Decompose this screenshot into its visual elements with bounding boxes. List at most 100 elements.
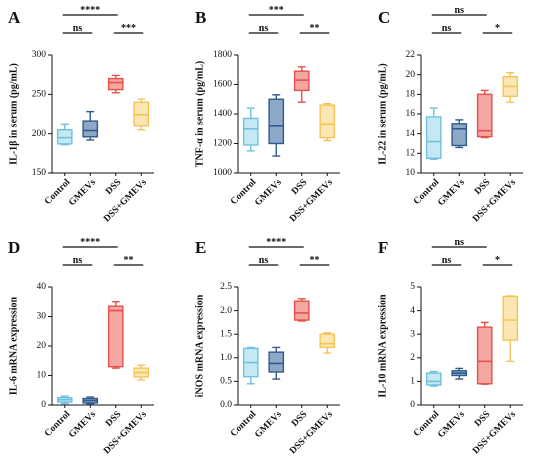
- panel-label: D: [8, 238, 20, 257]
- panel-label: A: [8, 8, 21, 27]
- box-control: [242, 346, 259, 385]
- panel-label: C: [378, 8, 390, 27]
- y-tick-label: 2.5: [220, 282, 232, 292]
- y-tick-label: 1.5: [220, 329, 232, 339]
- significance-label: ns: [73, 255, 83, 266]
- y-tick-label: 1800: [213, 50, 232, 60]
- y-tick-label: 1: [410, 377, 415, 387]
- x-tick-label: DSS: [473, 178, 492, 197]
- x-tick-label: DSS: [290, 410, 309, 429]
- box-body: [319, 104, 336, 139]
- box-dss-gmevs: [319, 102, 336, 142]
- box-body: [451, 123, 468, 147]
- box-dss: [107, 74, 124, 94]
- significance-label: *: [495, 23, 500, 34]
- box-dss-gmevs: [502, 295, 519, 363]
- x-tick-label: GMEVs: [436, 177, 467, 208]
- y-axis-label: iNOS mRNA expression: [194, 294, 205, 397]
- box-control: [242, 107, 259, 152]
- significance-label: **: [310, 23, 320, 34]
- box-control: [56, 123, 73, 146]
- y-tick-label: 1600: [213, 80, 232, 90]
- significance-label: ns: [259, 255, 269, 266]
- significance-bracket: ns: [431, 5, 487, 16]
- y-tick-label: 30: [37, 312, 47, 322]
- y-tick-label: 0: [410, 400, 415, 410]
- box-dss: [476, 89, 493, 139]
- panel-label: F: [378, 238, 388, 257]
- y-tick-label: 150: [32, 168, 47, 178]
- box-dss: [293, 298, 310, 322]
- x-tick-label: DSS: [473, 410, 492, 429]
- box-body: [107, 77, 124, 91]
- box-control: [425, 370, 442, 387]
- box-gmevs: [268, 94, 285, 157]
- box-gmevs: [82, 110, 99, 141]
- y-tick-label: 0: [41, 400, 46, 410]
- y-tick-label: 1400: [213, 109, 232, 119]
- y-tick-label: 1.0: [220, 353, 232, 363]
- box-body: [425, 116, 442, 159]
- significance-label: **: [310, 255, 320, 266]
- box-dss-gmevs: [502, 71, 519, 103]
- box-body: [107, 305, 124, 368]
- significance-label: ***: [121, 23, 136, 34]
- y-axis-label: IL-10 mRNA expression: [377, 294, 388, 398]
- box-body: [319, 333, 336, 349]
- significance-bracket: **: [299, 23, 330, 34]
- x-tick-label: GMEVs: [436, 409, 467, 440]
- y-axis-label: IL-22 in serum (pg/mL): [377, 63, 388, 164]
- y-tick-label: 250: [32, 90, 47, 100]
- significance-bracket: ns: [431, 255, 462, 266]
- significance-bracket: ns: [62, 23, 93, 34]
- y-tick-label: 5: [410, 282, 415, 292]
- significance-bracket: ***: [248, 5, 304, 16]
- box-control: [56, 395, 73, 405]
- box-body: [293, 300, 310, 321]
- y-axis-label: IL-1β in serum (pg/mL): [8, 63, 19, 165]
- box-dss-gmevs: [133, 364, 150, 381]
- significance-bracket: ns: [248, 23, 279, 34]
- y-tick-label: 3: [410, 329, 415, 339]
- y-tick-label: 2: [410, 353, 415, 363]
- box-body: [268, 98, 285, 145]
- y-tick-label: 300: [32, 50, 47, 60]
- box-gmevs: [82, 396, 99, 405]
- y-tick-label: 20: [406, 70, 416, 80]
- y-tick-label: 200: [32, 129, 47, 139]
- y-tick-label: 10: [406, 168, 416, 178]
- significance-bracket: ***: [113, 23, 144, 34]
- panel-b: B 1000 1200 1400 1600 1800 TNF-α in serum (pg/…: [194, 5, 340, 224]
- y-axis-label: IL-6 mRNA expression: [8, 296, 19, 395]
- box-body: [268, 351, 285, 373]
- box-gmevs: [451, 367, 468, 380]
- y-axis-label: TNF-α in serum (pg/mL): [194, 61, 205, 167]
- significance-bracket: ns: [431, 237, 487, 248]
- significance-bracket: ns: [431, 23, 462, 34]
- y-tick-label: 40: [37, 282, 47, 292]
- significance-label: ns: [442, 255, 452, 266]
- significance-bracket: ns: [62, 255, 93, 266]
- box-dss: [107, 301, 124, 369]
- box-body: [425, 372, 442, 386]
- significance-bracket: **: [113, 255, 144, 266]
- significance-bracket: ****: [62, 5, 118, 16]
- y-tick-label: 16: [406, 109, 416, 119]
- significance-label: ns: [73, 23, 83, 34]
- box-body: [476, 93, 493, 138]
- y-tick-label: 4: [410, 306, 415, 316]
- y-tick-label: 1000: [213, 168, 232, 178]
- y-tick-label: 18: [406, 90, 416, 100]
- panel-label: E: [195, 238, 206, 257]
- box-body: [502, 295, 519, 341]
- box-gmevs: [451, 119, 468, 149]
- significance-label: ns: [455, 5, 465, 16]
- y-tick-label: 0.0: [220, 400, 232, 410]
- x-tick-label: DSS: [104, 410, 123, 429]
- significance-bracket: ns: [248, 255, 279, 266]
- x-tick-label: GMEVs: [67, 409, 98, 440]
- x-tick-label: DSS: [290, 178, 309, 197]
